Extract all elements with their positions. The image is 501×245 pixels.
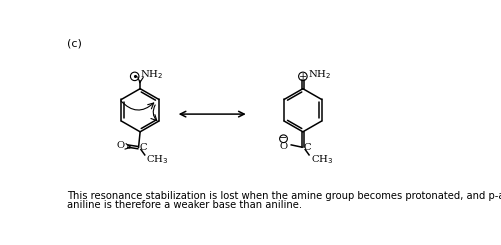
Text: This resonance stabilization is lost when the amine group becomes protonated, an: This resonance stabilization is lost whe… — [67, 191, 501, 201]
Text: C: C — [139, 144, 147, 152]
Text: C: C — [304, 144, 311, 152]
Text: aniline is therefore a weaker base than aniline.: aniline is therefore a weaker base than … — [67, 200, 303, 210]
Text: NH$_2$: NH$_2$ — [140, 68, 163, 81]
Text: CH$_3$: CH$_3$ — [146, 153, 169, 166]
Text: NH$_2$: NH$_2$ — [308, 68, 331, 81]
Text: (c): (c) — [67, 39, 82, 49]
Text: O: O — [117, 141, 125, 150]
Text: O: O — [280, 142, 288, 151]
Text: CH$_3$: CH$_3$ — [311, 153, 333, 166]
Text: −: − — [280, 134, 288, 143]
Text: +: + — [299, 72, 307, 81]
